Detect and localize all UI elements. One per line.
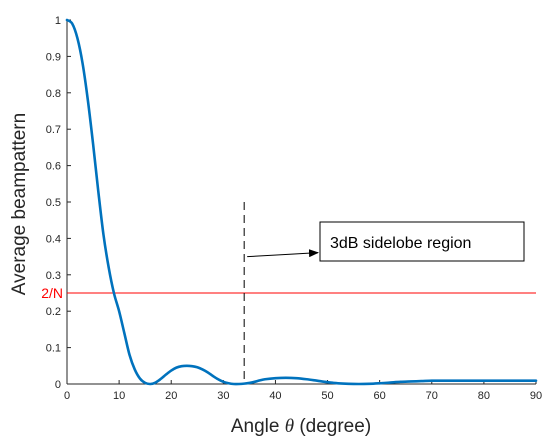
axes: 0 10 20 30 40 50 60 70 80 90 0 0.1 0.2 0.3 0.4 0.5 0.6 0.… <box>46 15 542 402</box>
annotation-text: 3dB sidelobe region <box>330 235 471 252</box>
x-tick-label: 60 <box>374 390 386 402</box>
x-tick-label: 80 <box>478 390 490 402</box>
x-axis-label: Angle θ (degree) <box>231 416 371 437</box>
x-tick-label: 0 <box>64 390 70 402</box>
y-tick-label: 0.3 <box>46 270 61 282</box>
reference-line-group: 2/N <box>41 285 536 301</box>
y-tick-label: 0.7 <box>46 124 61 136</box>
reference-line-label: 2/N <box>41 285 63 301</box>
series-line <box>65 18 538 386</box>
y-tick-label: 0 <box>55 379 61 391</box>
y-tick-label: 0.2 <box>46 306 61 318</box>
y-tick-label: 0.9 <box>46 51 61 63</box>
y-tick-label: 0.5 <box>46 197 61 209</box>
y-axis-label: Average beampattern <box>9 113 30 295</box>
x-axis-label-prefix: Angle <box>231 416 285 437</box>
x-tick-label: 70 <box>426 390 438 402</box>
x-tick-label: 90 <box>530 390 542 402</box>
x-tick-label: 30 <box>217 390 229 402</box>
annotation-box <box>319 221 525 262</box>
x-tick-label: 50 <box>321 390 333 402</box>
y-tick-label: 0.6 <box>46 161 61 173</box>
x-tick-label: 20 <box>165 390 177 402</box>
x-axis-label-symbol: θ <box>285 416 294 437</box>
y-tick-label: 0.8 <box>46 88 61 100</box>
y-tick-label: 0.1 <box>46 343 61 355</box>
x-tick-label: 10 <box>113 390 125 402</box>
x-axis-label-suffix: (degree) <box>294 416 371 437</box>
annotation-arrow <box>247 249 319 258</box>
y-tick-label: 0.4 <box>46 233 61 245</box>
series-group <box>65 18 538 386</box>
x-tick-label: 40 <box>269 390 281 402</box>
annotation-group: 3dB sidelobe region <box>247 221 525 262</box>
y-tick-label: 1 <box>55 15 61 27</box>
